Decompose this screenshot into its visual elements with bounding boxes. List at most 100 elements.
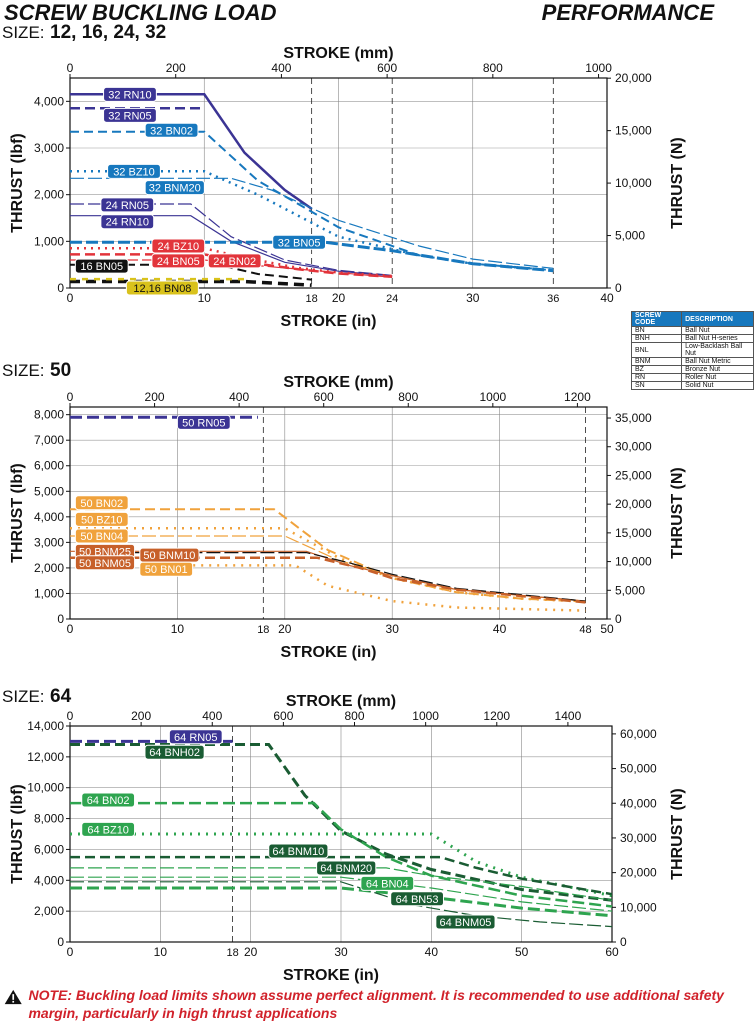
x2-tick-label: 1200 [564,390,591,404]
x-tick-label: 20 [278,622,292,636]
y2-axis-title: THRUST (N) [669,137,686,229]
y-tick-label: 8,000 [34,408,64,422]
series-label: 24 BZ10 [157,241,199,253]
x2-tick-label: 1400 [555,709,582,723]
series-label-bg [144,180,205,196]
x-tick-label: 10 [171,622,185,636]
series-label-bg [316,860,377,876]
y-tick-label: 5,000 [34,484,64,498]
series-label-bg [139,561,194,577]
x-tick-label: 20 [332,291,346,305]
x2-tick-label: 400 [229,390,249,404]
y2-axis-title: THRUST (N) [669,467,686,559]
y2-axis-title: THRUST (N) [669,788,686,880]
series-label: 64 BNH02 [149,747,200,759]
series-label-bg [168,729,223,745]
series-label-bg [125,280,199,296]
screw-code: BNL [630,342,683,358]
y2-tick-label: 15,000 [615,124,652,138]
y2-tick-label: 20,000 [620,866,657,880]
series-label: 24 BN02 [213,256,256,268]
series-label: 64 BN53 [396,894,439,906]
series-label: 50 BN02 [80,498,123,510]
warning-icon [4,989,22,1005]
x-tick-label: 10 [198,291,212,305]
x-axis-title: STROKE (in) [281,644,377,661]
series-line [70,556,586,604]
series-label: 50 BN01 [145,564,188,576]
chart-size-64: SIZE: 64 STROKE (mm) STROKE (in) THRUST (lbf… [2,686,686,984]
x2-tick-label: 800 [483,61,503,75]
screw-code: BZ [630,365,683,374]
y-tick-label: 0 [57,612,64,626]
y2-tick-label: 20,000 [615,71,652,85]
x-tick-label: 50 [600,622,614,636]
series-label-bg [81,792,136,808]
table-row: BNH Ball Nut H-series [630,334,754,343]
series-label-bg [390,891,444,907]
y2-tick-label: 20,000 [615,497,652,511]
y-tick-label: 0 [57,935,64,949]
x2-tick-label: 400 [271,61,291,75]
series-label-bg [435,914,496,930]
x2-tick-label: 1000 [412,709,439,723]
y2-tick-label: 10,000 [615,176,652,190]
screw-code: BNH [630,334,683,343]
series-label-bg [151,238,206,254]
x-axis-title: STROKE (in) [281,313,377,330]
series-label-bg [176,414,231,430]
x2-tick-label: 1000 [585,61,612,75]
y-tick-label: 2,000 [34,561,64,575]
series-label-bg [100,214,155,230]
y-tick-label: 1,000 [34,586,64,600]
series-label: 50 RN05 [182,417,225,429]
x-tick-label: 40 [425,945,439,959]
series-label: 32 BN05 [278,237,321,249]
y-axis-title: THRUST (lbf) [9,463,26,563]
series-label-bg [103,107,157,123]
x-tick-label: 30 [334,945,348,959]
series-label-bg [268,843,329,859]
y2-tick-label: 30,000 [615,440,652,454]
series-label: 32 RN05 [108,110,151,122]
series-label: 50 BNM05 [79,558,131,570]
x-tick-label: 0 [67,945,74,959]
series-label-bg [74,495,129,511]
y2-tick-label: 35,000 [615,411,652,425]
series-line [70,177,554,269]
series-label: 24 RN05 [106,200,149,212]
series-label: 64 BN04 [366,878,409,890]
y-tick-label: 6,000 [34,842,64,856]
x-tick-label: 20 [244,945,258,959]
series-label-bg [144,744,205,760]
series-label: 24 RN10 [106,217,149,229]
x2-tick-label: 800 [344,709,364,723]
series-label-bg [107,163,161,179]
x2-tick-label: 600 [314,390,334,404]
x-tick-label: 18 [226,947,238,959]
series-label: 32 RN10 [108,89,151,101]
screw-description: Ball Nut Metric [681,357,754,366]
y2-tick-label: 0 [615,281,622,295]
x-tick-label: 48 [579,624,591,636]
series-label: 32 BNM20 [149,183,201,195]
y-tick-label: 10,000 [27,781,64,795]
x-tick-label: 30 [386,622,400,636]
screw-description: Low-Backlash Ball Nut [681,342,754,358]
y-tick-label: 8,000 [34,812,64,826]
table-header: SCREW CODE [630,311,683,327]
y-tick-label: 7,000 [34,433,64,447]
series-line [70,240,554,273]
series-label: 16 BN05 [80,261,123,273]
y2-tick-label: 10,000 [620,900,657,914]
x2-tick-label: 1200 [483,709,510,723]
table-header: DESCRIPTION [681,311,754,327]
x-tick-label: 30 [466,291,480,305]
series-line [134,552,586,602]
size-label: SIZE: [2,361,45,380]
series-line [70,215,393,277]
x-tick-label: 40 [600,291,614,305]
y-tick-label: 14,000 [27,719,64,733]
y-tick-label: 4,000 [34,873,64,887]
y2-tick-label: 5,000 [615,229,645,243]
